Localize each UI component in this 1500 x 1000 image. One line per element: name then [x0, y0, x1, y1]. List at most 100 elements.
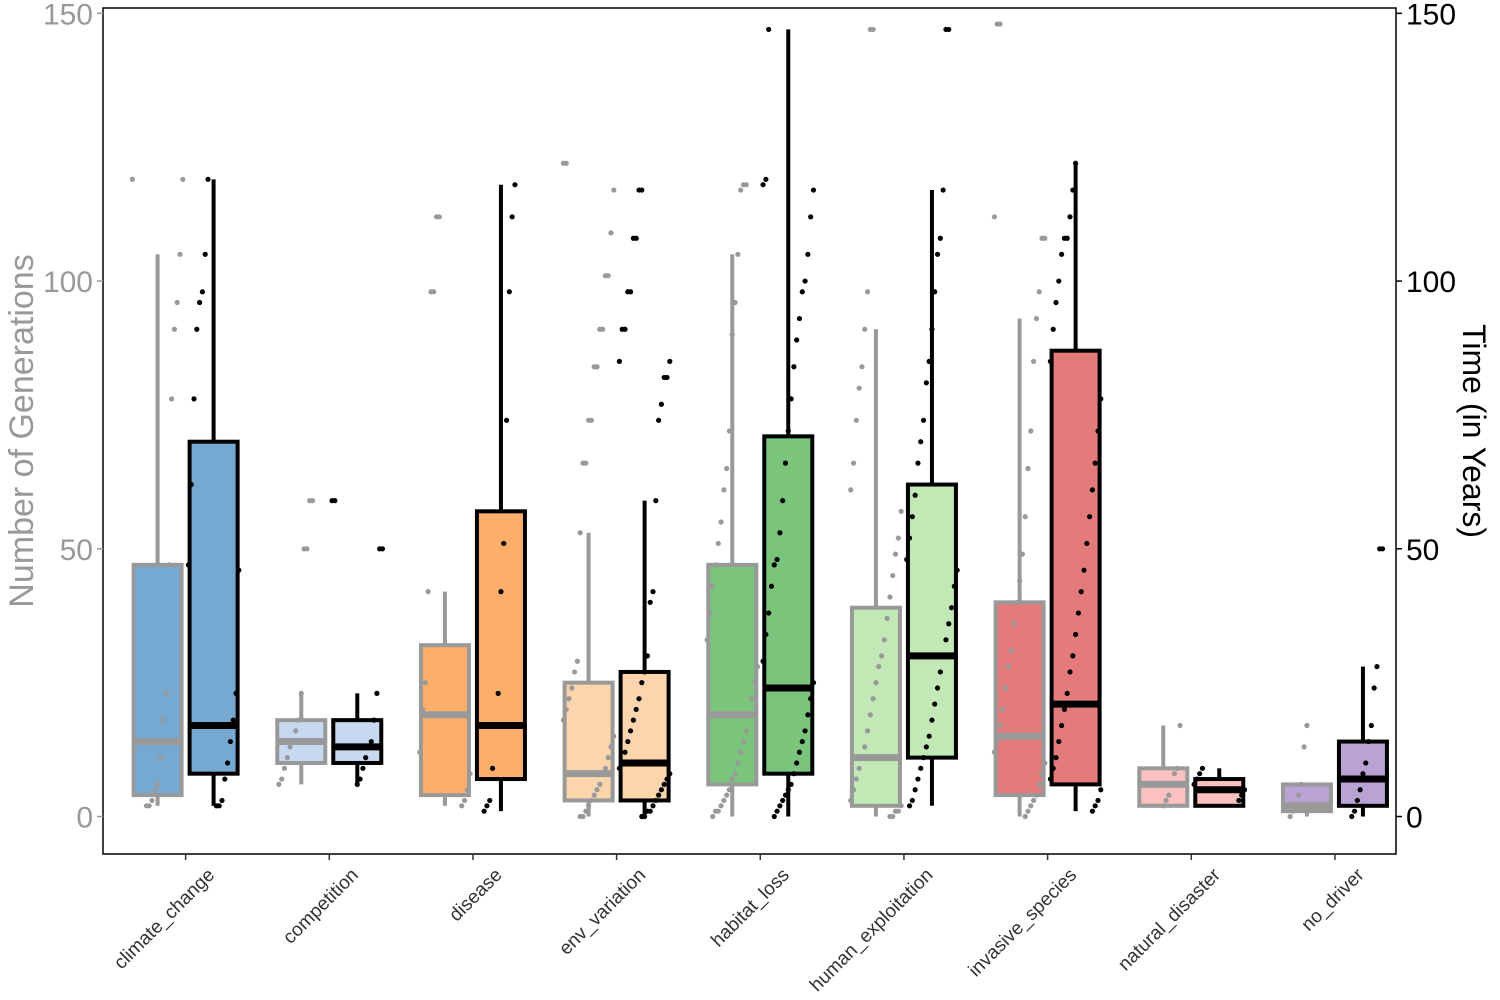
data-point-generations-human_exploitation: [856, 385, 862, 391]
data-point-generations-climate_change: [166, 562, 172, 568]
data-point-generations-invasive_species: [1022, 813, 1028, 820]
data-point-generations-climate_change: [169, 396, 175, 402]
data-point-years-habitat_loss: [785, 787, 791, 793]
data-point-generations-human_exploitation: [862, 326, 868, 332]
data-point-years-no_driver: [1360, 771, 1366, 777]
data-point-years-invasive_species: [1059, 722, 1065, 729]
data-point-years-habitat_loss: [777, 803, 783, 809]
data-point-years-human_exploitation: [909, 514, 915, 520]
data-point-generations-env_variation: [591, 364, 597, 370]
data-point-generations-env_variation: [577, 530, 583, 536]
data-point-generations-invasive_species: [994, 21, 1000, 27]
data-point-years-human_exploitation: [912, 492, 918, 498]
data-point-years-human_exploitation: [937, 669, 943, 675]
data-point-generations-env_variation: [591, 792, 597, 798]
data-point-generations-disease: [428, 289, 434, 295]
axes-layer: climate_change competition disease env_vari…: [43, 0, 1456, 996]
data-point-generations-human_exploitation: [848, 487, 854, 493]
x-tick-label-competition: competition: [279, 865, 363, 949]
box-generations-climate_change: [131, 562, 184, 798]
data-point-years-habitat_loss: [802, 728, 808, 734]
data-point-years-natural_disaster: [1241, 787, 1248, 793]
data-point-generations-invasive_species: [1008, 647, 1014, 654]
data-point-generations-habitat_loss: [712, 808, 719, 814]
data-point-years-habitat_loss: [782, 460, 789, 466]
data-point-generations-human_exploitation: [850, 460, 857, 466]
data-point-generations-climate_change: [157, 755, 164, 761]
data-point-years-invasive_species: [1095, 428, 1101, 434]
data-point-years-natural_disaster: [1199, 765, 1206, 771]
box-years-invasive_species: [1049, 348, 1102, 787]
data-point-years-habitat_loss: [805, 712, 811, 718]
data-point-generations-env_variation: [600, 771, 606, 777]
data-point-generations-invasive_species: [1025, 465, 1031, 472]
data-point-generations-habitat_loss: [715, 540, 721, 547]
box-generations-invasive_species: [993, 600, 1046, 798]
data-point-years-competition: [368, 738, 374, 745]
data-point-generations-habitat_loss: [749, 696, 755, 702]
data-point-generations-habitat_loss: [752, 680, 758, 686]
data-point-years-invasive_species: [1067, 214, 1073, 220]
data-point-generations-competition: [281, 765, 288, 771]
data-point-years-env_variation: [658, 401, 665, 407]
data-point-years-climate_change: [219, 797, 225, 804]
box-generations-disease: [418, 643, 471, 798]
data-point-years-env_variation: [628, 728, 634, 734]
data-point-years-climate_change: [199, 289, 206, 295]
data-point-generations-habitat_loss: [718, 519, 724, 525]
data-point-years-habitat_loss: [794, 760, 800, 766]
box-years-climate_change: [187, 439, 240, 776]
data-point-generations-habitat_loss: [746, 712, 752, 718]
data-point-years-habitat_loss: [796, 749, 803, 755]
data-point-years-invasive_species: [1061, 706, 1068, 713]
data-point-generations-competition: [295, 717, 302, 723]
data-point-years-invasive_species: [1053, 755, 1059, 761]
x-tick-label-no_driver: no_driver: [1298, 864, 1369, 935]
data-point-years-habitat_loss: [805, 251, 811, 257]
data-point-generations-human_exploitation: [884, 615, 890, 622]
data-point-generations-env_variation: [572, 669, 578, 675]
data-point-generations-human_exploitation: [859, 364, 865, 370]
box-years-disease: [474, 509, 527, 782]
data-point-years-env_variation: [644, 653, 651, 659]
data-point-generations-invasive_species: [1003, 685, 1009, 691]
data-point-years-human_exploitation: [951, 583, 957, 589]
data-point-years-env_variation: [633, 706, 639, 713]
data-point-generations-invasive_species: [1000, 706, 1006, 713]
y-tick-label-left: 100: [43, 266, 93, 299]
data-point-generations-habitat_loss: [712, 562, 719, 568]
data-point-generations-disease: [464, 787, 470, 793]
data-point-generations-env_variation: [560, 717, 567, 723]
data-point-generations-invasive_species: [991, 214, 998, 220]
data-point-years-climate_change: [191, 396, 197, 402]
data-point-years-competition: [354, 781, 360, 787]
data-point-years-env_variation: [625, 738, 631, 745]
data-point-years-env_variation: [661, 781, 667, 787]
data-point-years-habitat_loss: [788, 781, 794, 787]
box-years-habitat_loss: [762, 434, 815, 776]
data-point-generations-human_exploitation: [876, 663, 882, 670]
data-point-years-invasive_species: [1092, 803, 1098, 809]
data-point-generations-human_exploitation: [864, 728, 871, 734]
data-point-years-competition: [377, 546, 383, 552]
data-point-years-invasive_species: [1056, 278, 1062, 284]
data-point-years-invasive_species: [1073, 160, 1079, 166]
data-point-generations-invasive_species: [1033, 315, 1040, 322]
data-point-years-natural_disaster: [1239, 792, 1245, 798]
data-point-years-human_exploitation: [923, 744, 929, 750]
data-point-years-climate_change: [213, 803, 220, 809]
data-point-years-env_variation: [650, 589, 656, 595]
data-point-generations-habitat_loss: [743, 728, 749, 734]
data-point-years-climate_change: [230, 717, 236, 723]
x-tick-label-human_exploitation: human_exploitation: [806, 865, 937, 996]
data-point-years-natural_disaster: [1197, 771, 1203, 777]
data-point-years-habitat_loss: [766, 26, 772, 33]
data-point-years-habitat_loss: [771, 562, 777, 568]
data-point-generations-env_variation: [602, 765, 609, 771]
data-point-generations-invasive_species: [1017, 578, 1023, 584]
data-point-generations-invasive_species: [991, 749, 998, 755]
data-point-generations-invasive_species: [1039, 235, 1045, 241]
data-point-generations-invasive_species: [1036, 289, 1042, 295]
data-point-generations-disease: [459, 803, 465, 809]
data-point-years-human_exploitation: [943, 637, 949, 643]
